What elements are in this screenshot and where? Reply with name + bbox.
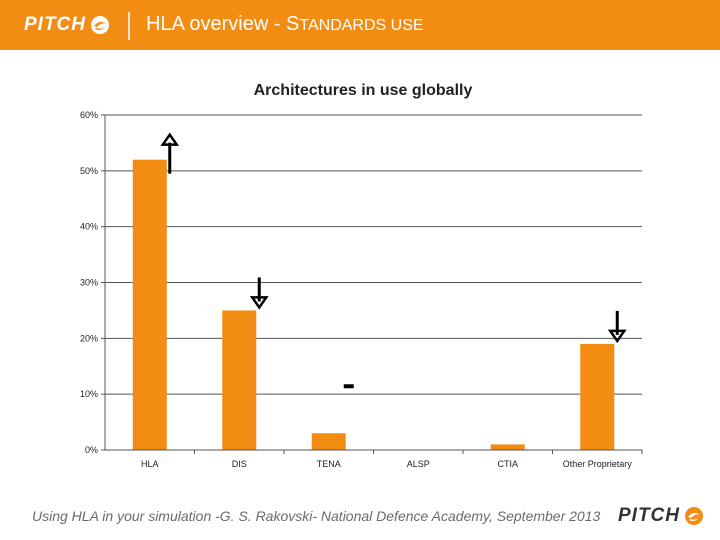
page-title-smallcaps: TANDARDS USE	[299, 17, 424, 34]
bar-dis	[222, 310, 257, 450]
y-tick-label: 30%	[80, 278, 98, 288]
y-tick-label: 20%	[80, 333, 98, 343]
page-title: HLA overview - STANDARDS USE	[146, 13, 424, 36]
trend-down-icon	[607, 310, 627, 344]
y-tick-label: 60%	[80, 110, 98, 120]
bar-ctia	[490, 444, 525, 450]
x-tick-label: Other Proprietary	[563, 459, 633, 469]
footer-logo-swirl-icon	[685, 507, 703, 525]
y-tick-label: 50%	[80, 166, 98, 176]
arrow-head	[160, 132, 180, 146]
x-tick-label: ALSP	[407, 459, 430, 469]
logo-text: PITCH	[24, 14, 86, 35]
x-tick-label: HLA	[141, 459, 159, 469]
header-bar: PITCH HLA overview - STANDARDS USE	[0, 0, 720, 50]
footer-logo-text: PITCH	[618, 505, 680, 526]
bar-chart: 0% 10% 20% 30% 40% 50% 60% HLA DIS TENA ALSP CTIA Ot…	[80, 110, 643, 469]
chart-title: Architectures in use globally	[253, 82, 473, 99]
page-title-main: HLA overview - S	[146, 13, 300, 35]
y-tick-label: 0%	[85, 445, 98, 455]
x-tick-label: DIS	[232, 459, 247, 469]
bar-other-proprietary	[580, 343, 615, 450]
x-tick-label: CTIA	[497, 459, 518, 469]
y-tick-label: 40%	[80, 222, 98, 232]
pitch-logo: PITCH	[24, 11, 110, 39]
arrow-head	[607, 329, 627, 344]
y-tick-label: 10%	[80, 389, 98, 399]
footer-pitch-logo: PITCH	[618, 505, 704, 527]
footer-text: Using HLA in your simulation -G. S. Rako…	[32, 508, 601, 524]
x-tick-label: TENA	[317, 459, 341, 469]
arrow-head	[249, 296, 269, 310]
trend-down-icon	[249, 277, 269, 310]
header-divider	[128, 12, 130, 40]
trend-up-icon	[160, 132, 180, 174]
bar-tena	[311, 433, 346, 450]
logo-swirl-icon	[91, 16, 109, 34]
bar-hla	[132, 159, 167, 450]
